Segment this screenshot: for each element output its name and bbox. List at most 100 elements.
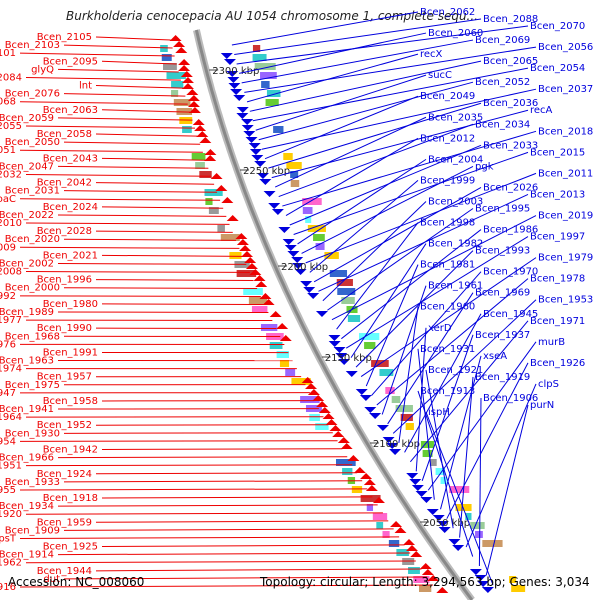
reverse-strand-gene xyxy=(236,113,249,119)
forward-strand-gene xyxy=(235,233,248,239)
reverse-strand-gene xyxy=(284,245,297,251)
gene-label-reverse: Bcen_2034 xyxy=(475,119,530,130)
feature-block xyxy=(305,216,312,223)
gene-leader-line xyxy=(57,504,378,507)
gene-leader-line xyxy=(365,264,419,387)
feature-block xyxy=(173,99,191,106)
gene-label-reverse: Bcen_1937 xyxy=(475,330,530,341)
gene-leader-line xyxy=(331,215,537,321)
reverse-strand-gene xyxy=(254,161,267,167)
gene-label-forward: rpsT xyxy=(0,533,17,544)
forward-strand-gene xyxy=(421,569,434,575)
feature-block xyxy=(511,585,526,592)
gene-label-reverse: Bcen_2003 xyxy=(428,196,483,207)
gene-leader-line xyxy=(264,95,419,160)
gene-leader-line xyxy=(95,230,233,233)
gene-label-reverse: clpS xyxy=(538,379,559,390)
forward-strand-gene xyxy=(187,95,200,101)
forward-strand-gene xyxy=(194,125,207,131)
gene-label-reverse: Bcen_2037 xyxy=(538,84,593,95)
gene-label-forward: Bcen_1947 xyxy=(0,388,16,399)
forward-strand-gene xyxy=(240,251,253,257)
reverse-strand-gene xyxy=(263,191,276,197)
gene-leader-line xyxy=(278,123,474,198)
scale-label: 2050 kbp xyxy=(423,518,470,529)
reverse-strand-gene xyxy=(448,539,461,545)
forward-strand-gene xyxy=(186,89,199,95)
feature-block xyxy=(347,315,361,322)
gene-label-forward: Bcen_2095 xyxy=(43,56,98,67)
gene-leader-line xyxy=(95,568,422,572)
feature-block xyxy=(171,90,179,97)
gene-label-forward: Bcen_2022 xyxy=(0,210,54,221)
gene-label-forward: Bcen_2021 xyxy=(43,250,98,261)
gene-label-reverse: Bcen_2035 xyxy=(428,112,483,123)
feature-block xyxy=(285,369,296,376)
feature-block xyxy=(254,63,276,70)
gene-label-reverse: Bcen_1926 xyxy=(530,358,585,369)
gene-label-forward: Bcen_1914 xyxy=(0,550,54,561)
gene-leader-line xyxy=(234,18,482,55)
gene-leader-line xyxy=(95,36,171,41)
forward-strand-gene xyxy=(301,377,314,383)
gene-leader-line xyxy=(355,250,474,368)
forward-strand-gene xyxy=(226,215,239,221)
gene-label-forward: Bcen_1962 xyxy=(0,558,22,569)
reverse-strand-gene xyxy=(432,515,445,521)
reverse-strand-gene xyxy=(271,209,284,215)
gene-label-reverse: purN xyxy=(530,400,554,411)
gene-label-reverse: Bcen_2069 xyxy=(475,35,530,46)
forward-strand-gene xyxy=(390,521,403,527)
reverse-strand-gene xyxy=(226,71,239,77)
feature-block xyxy=(182,126,192,133)
gene-label-reverse: Bcen_2013 xyxy=(530,189,585,200)
reverse-strand-gene xyxy=(364,407,377,413)
reverse-strand-gene xyxy=(406,473,419,479)
reverse-strand-gene xyxy=(355,389,368,395)
gene-leader-line xyxy=(19,488,368,491)
reverse-strand-gene xyxy=(294,269,307,275)
forward-strand-gene xyxy=(204,155,217,161)
gene-leader-line xyxy=(360,257,537,377)
chromosome-backbone-core xyxy=(194,29,474,600)
gene-leader-line xyxy=(244,46,537,93)
forward-strand-gene xyxy=(178,59,191,65)
forward-strand-gene xyxy=(239,245,252,251)
gene-leader-line xyxy=(255,74,427,131)
reverse-strand-gene xyxy=(469,569,482,575)
gene-leader-line xyxy=(95,182,215,185)
forward-strand-gene xyxy=(188,107,201,113)
forward-strand-gene xyxy=(329,425,342,431)
gene-label-forward: Bcen_1991 xyxy=(43,347,98,358)
gene-label-reverse: Bcen_1995 xyxy=(475,203,530,214)
reverse-strand-gene xyxy=(241,125,254,131)
gene-label-forward: moaC xyxy=(0,194,16,205)
gene-leader-line xyxy=(381,285,427,415)
gene-label-forward: Bcen_1975 xyxy=(5,380,60,391)
feature-block xyxy=(388,540,400,547)
gene-label-forward: Bcen_2031 xyxy=(5,186,60,197)
gene-label-forward: Bcen_2076 xyxy=(5,89,60,100)
reverse-strand-gene xyxy=(259,179,272,185)
gene-leader-line xyxy=(101,544,405,548)
gene-label-forward: Bcen_1952 xyxy=(37,420,92,431)
scale-label: 2300 kbp xyxy=(212,66,259,77)
reverse-strand-gene xyxy=(236,107,249,113)
gene-leader-line xyxy=(19,198,221,201)
gene-leader-line xyxy=(95,279,254,281)
reverse-strand-gene xyxy=(438,527,451,533)
feature-block xyxy=(302,198,322,205)
gene-leader-line xyxy=(19,52,175,57)
forward-strand-gene xyxy=(204,149,217,155)
gene-label-forward: Bcen_2050 xyxy=(5,137,60,148)
scale-label: 2150 kbp xyxy=(325,353,372,364)
gene-label-reverse: sucC xyxy=(428,70,452,81)
gene-leader-line xyxy=(313,187,482,283)
feature-block xyxy=(160,45,168,52)
reverse-strand-gene xyxy=(243,131,256,137)
gene-leader-line xyxy=(95,424,329,426)
gene-label-reverse: Bcen_1921 xyxy=(428,365,483,376)
reverse-strand-gene xyxy=(303,287,316,293)
gene-leader-line xyxy=(63,238,237,241)
gene-leader-line xyxy=(63,528,394,531)
